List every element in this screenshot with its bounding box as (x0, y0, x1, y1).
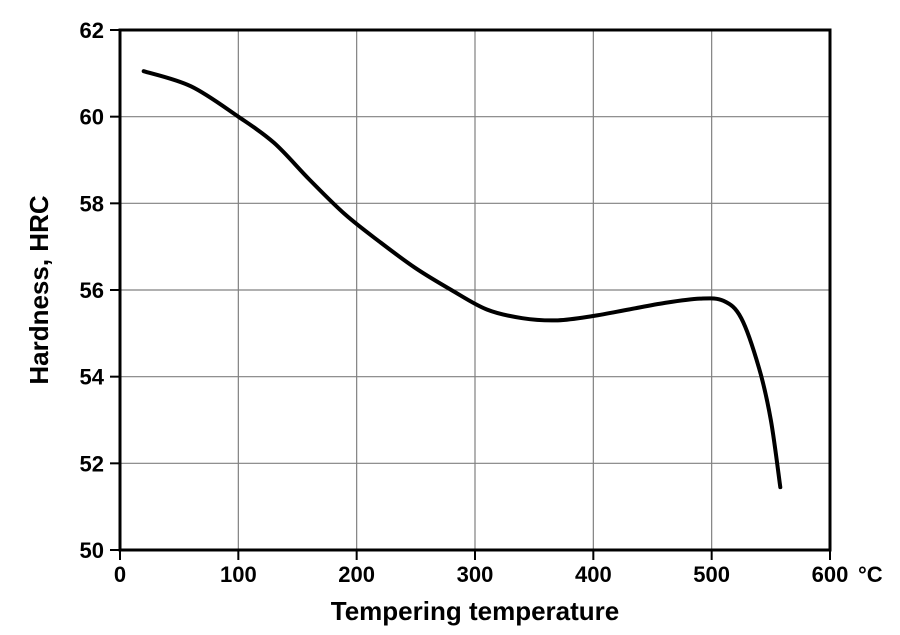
chart-container: 0 100 200 300 400 500 600 °C 50 52 54 56 58 60 62 Hardn… (0, 0, 900, 635)
y-tick-label: 60 (80, 105, 104, 130)
x-unit-suffix: °C (858, 562, 883, 587)
tempering-chart-svg: 0 100 200 300 400 500 600 °C 50 52 54 56 58 60 62 Hardn… (0, 0, 900, 635)
y-tick-label: 58 (80, 191, 104, 216)
y-axis-label: Hardness, HRC (24, 195, 54, 384)
x-tick-label: 0 (114, 562, 126, 587)
y-tick-label: 52 (80, 451, 104, 476)
y-tick-label: 50 (80, 538, 104, 563)
x-tick-label: 200 (338, 562, 375, 587)
y-tick-label: 54 (80, 365, 105, 390)
x-tick-label: 600 (812, 562, 849, 587)
y-tick-label: 62 (80, 18, 104, 43)
x-tick-label: 400 (575, 562, 612, 587)
x-tick-label: 100 (220, 562, 257, 587)
x-tick-label: 500 (693, 562, 730, 587)
x-axis-label: Tempering temperature (331, 596, 619, 626)
y-tick-label: 56 (80, 278, 104, 303)
x-tick-label: 300 (457, 562, 494, 587)
